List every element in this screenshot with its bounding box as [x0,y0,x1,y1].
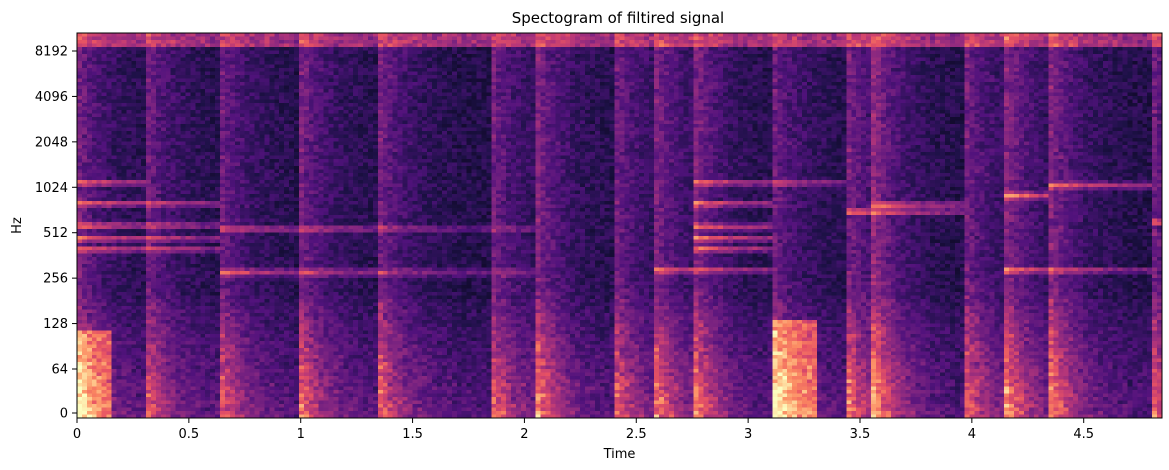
y-tick-label: 8192 [35,45,68,60]
x-tick-label: 1 [297,427,305,442]
plot-area [77,33,1162,418]
y-axis-label: Hz [10,217,25,234]
y-tick-label: 4096 [35,90,68,105]
y-tick-label: 64 [51,363,68,378]
x-axis-ticks: 0 0.5 1 1.5 2 2.5 3 3.5 4 4.5 [73,418,1094,442]
x-axis-label: Time [603,447,636,462]
y-tick-label: 2048 [35,135,68,150]
y-axis-ticks: 0 64 128 256 512 1024 2048 4096 8192 [35,45,77,422]
x-tick-label: 4.5 [1073,427,1094,442]
x-tick-label: 1.5 [402,427,423,442]
x-tick-label: 2.5 [626,427,647,442]
x-tick-label: 2 [520,427,528,442]
x-tick-label: 3 [744,427,752,442]
y-tick-label: 1024 [35,181,68,196]
x-tick-label: 0.5 [179,427,200,442]
x-tick-label: 3.5 [850,427,871,442]
chart-title: Spectogram of filtired signal [512,9,724,27]
y-tick-label: 512 [43,226,68,241]
y-tick-label: 256 [43,272,68,287]
x-tick-label: 4 [968,427,976,442]
spectrogram-image [77,33,1162,418]
y-tick-label: 0 [60,407,68,422]
plot-frame [76,32,1163,419]
x-tick-label: 0 [73,427,81,442]
y-tick-label: 128 [43,317,68,332]
